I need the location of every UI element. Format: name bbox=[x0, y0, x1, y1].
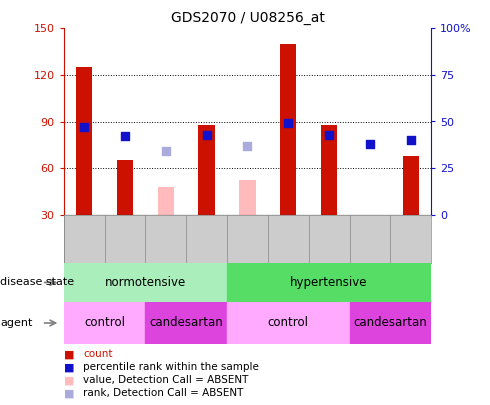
Text: ■: ■ bbox=[64, 362, 74, 372]
Text: percentile rank within the sample: percentile rank within the sample bbox=[83, 362, 259, 372]
Bar bbox=[198, 125, 215, 215]
Bar bbox=[227, 302, 349, 344]
Bar bbox=[64, 263, 227, 302]
Bar bbox=[239, 181, 256, 215]
Point bbox=[244, 143, 251, 149]
Text: hypertensive: hypertensive bbox=[291, 276, 368, 289]
Text: rank, Detection Call = ABSENT: rank, Detection Call = ABSENT bbox=[83, 388, 244, 398]
Point bbox=[366, 141, 374, 147]
Bar bbox=[280, 44, 296, 215]
Text: ■: ■ bbox=[64, 375, 74, 385]
Point bbox=[325, 131, 333, 138]
Point bbox=[284, 120, 292, 127]
Text: disease state: disease state bbox=[0, 277, 74, 288]
Text: ■: ■ bbox=[64, 350, 74, 359]
Point bbox=[80, 124, 88, 130]
Bar bbox=[76, 67, 92, 215]
Bar bbox=[117, 160, 133, 215]
Text: agent: agent bbox=[0, 318, 33, 328]
Text: count: count bbox=[83, 350, 113, 359]
Bar bbox=[64, 302, 146, 344]
Point bbox=[121, 133, 129, 140]
Bar bbox=[146, 302, 227, 344]
Point bbox=[162, 148, 170, 155]
Point bbox=[407, 137, 415, 143]
Bar bbox=[158, 187, 174, 215]
Text: control: control bbox=[84, 316, 125, 330]
Point bbox=[203, 131, 211, 138]
Bar bbox=[349, 302, 431, 344]
Text: normotensive: normotensive bbox=[105, 276, 186, 289]
Bar bbox=[403, 156, 419, 215]
Text: candesartan: candesartan bbox=[149, 316, 223, 330]
Bar bbox=[227, 263, 431, 302]
Text: value, Detection Call = ABSENT: value, Detection Call = ABSENT bbox=[83, 375, 248, 385]
Text: candesartan: candesartan bbox=[353, 316, 427, 330]
Text: control: control bbox=[268, 316, 309, 330]
Title: GDS2070 / U08256_at: GDS2070 / U08256_at bbox=[171, 11, 324, 25]
Bar bbox=[321, 125, 337, 215]
Text: ■: ■ bbox=[64, 388, 74, 398]
